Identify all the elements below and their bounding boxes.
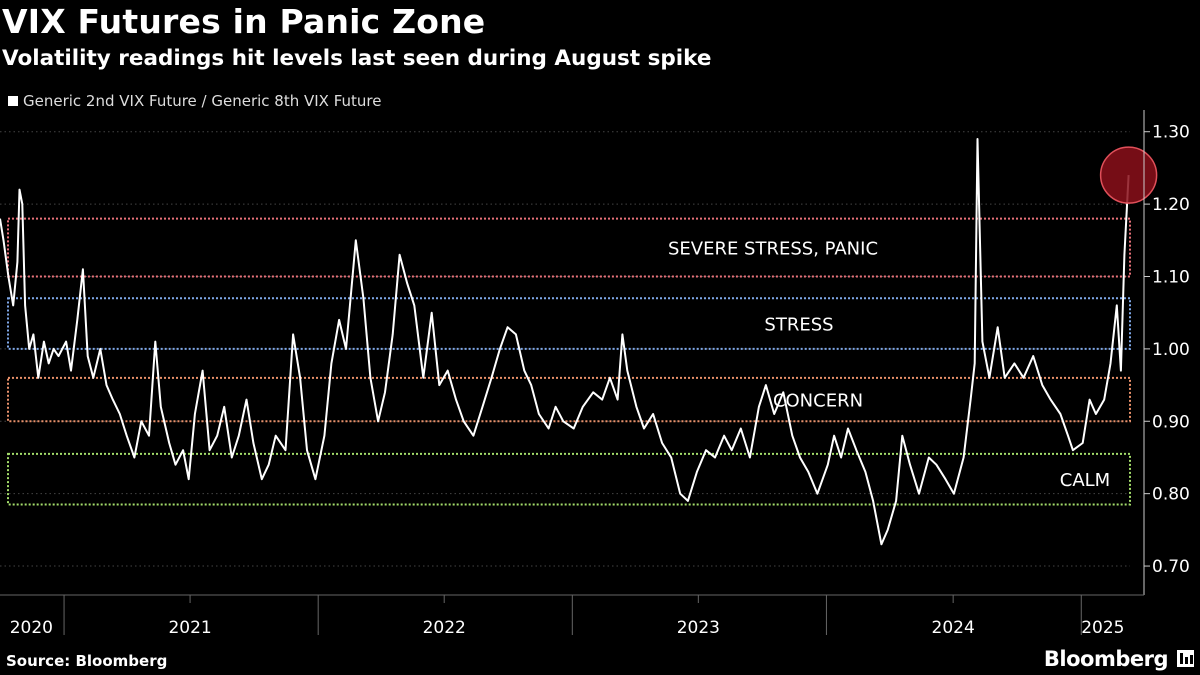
- x-tick-label: 2023: [677, 618, 720, 638]
- highlight-layer: [1099, 146, 1158, 204]
- zone-label: SEVERE STRESS, PANIC: [668, 239, 878, 260]
- y-axis: 0.70 0.80 0.90 1.00 1.10 1.20 1.30: [1143, 110, 1190, 595]
- highlight-circle: [1099, 146, 1158, 204]
- stress-zones: SEVERE STRESS, PANIC STRESS CONCERN CALM: [7, 217, 1131, 506]
- y-tick-label: 1.00: [1152, 340, 1190, 360]
- legend-label: Generic 2nd VIX Future / Generic 8th VIX…: [23, 92, 382, 110]
- zone-label: CONCERN: [773, 391, 863, 412]
- x-tick-label: 2024: [932, 618, 975, 638]
- y-tick-label: 0.70: [1152, 557, 1190, 577]
- y-tick-label: 0.90: [1152, 412, 1190, 432]
- series-line: [0, 138, 1130, 546]
- x-axis: 2020 2021 2022 2023 2024 2025: [0, 594, 1144, 638]
- zone-box: [7, 452, 1131, 506]
- zone-label: STRESS: [764, 315, 833, 336]
- brand-logo: Bloomberg: [1043, 647, 1169, 671]
- zone-box: [7, 376, 1131, 423]
- series-layer: [0, 138, 1130, 546]
- chart-subtitle: Volatility readings hit levels last seen…: [2, 46, 712, 71]
- legend-swatch: [8, 96, 18, 106]
- x-tick-label: 2025: [1081, 618, 1124, 638]
- brand-mark-icon: [1177, 650, 1194, 667]
- chart-area: SEVERE STRESS, PANIC STRESS CONCERN CALM 0.…: [0, 110, 1190, 638]
- x-tick-label: 2020: [10, 618, 53, 638]
- y-tick-label: 1.20: [1152, 195, 1190, 215]
- y-tick-label: 1.10: [1152, 267, 1190, 287]
- legend: Generic 2nd VIX Future / Generic 8th VIX…: [8, 92, 382, 110]
- x-tick-label: 2021: [168, 618, 211, 638]
- zone-label: CALM: [1060, 470, 1110, 491]
- y-tick-label: 1.30: [1152, 123, 1190, 143]
- chart-title: VIX Futures in Panic Zone: [2, 2, 486, 41]
- source-note: Source: Bloomberg: [6, 652, 168, 670]
- x-tick-label: 2022: [423, 618, 466, 638]
- zone-box: [7, 297, 1131, 350]
- zone-box: [7, 217, 1131, 278]
- y-tick-label: 0.80: [1152, 485, 1190, 505]
